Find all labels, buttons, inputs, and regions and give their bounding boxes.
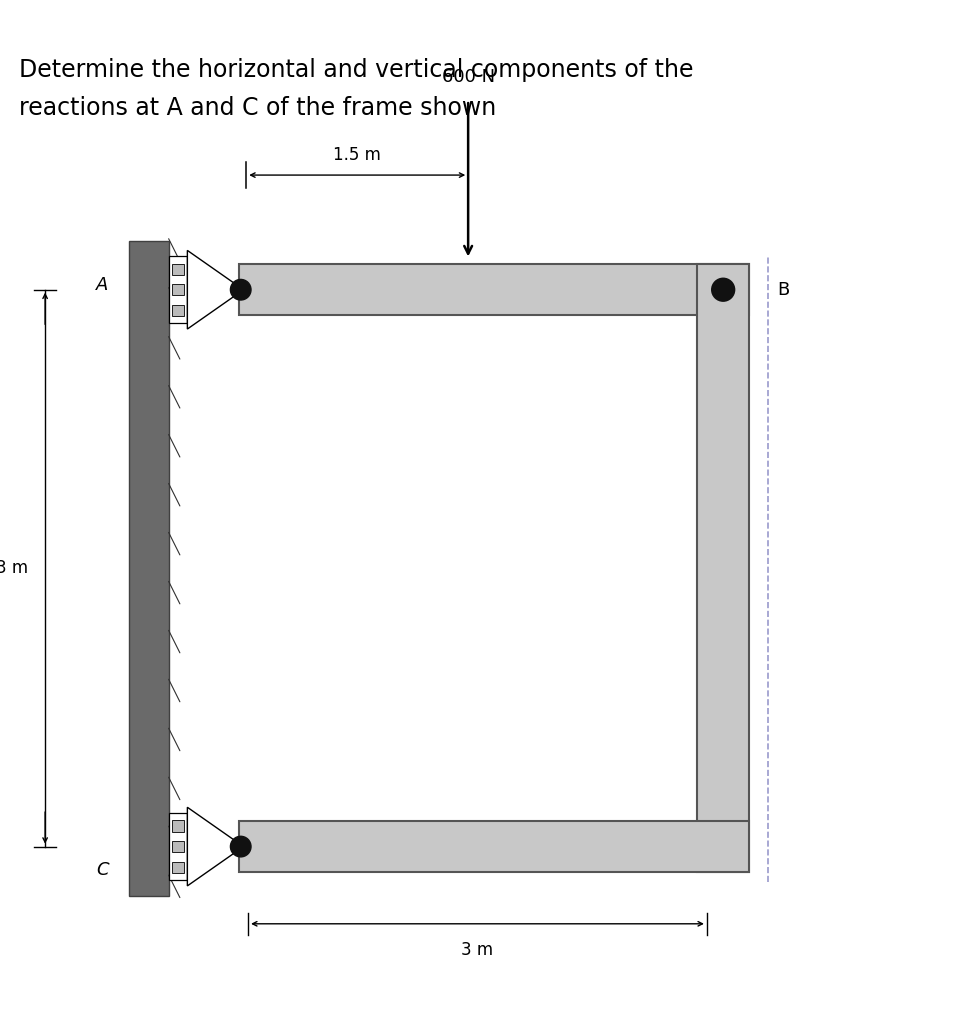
Bar	[173, 284, 183, 295]
Text: Determine the horizontal and vertical components of the: Determine the horizontal and vertical co…	[19, 58, 693, 82]
Bar	[169, 256, 187, 324]
Bar	[239, 264, 749, 315]
Bar	[239, 821, 749, 872]
Circle shape	[230, 837, 251, 857]
Text: 600 N: 600 N	[441, 69, 495, 86]
Bar	[173, 305, 183, 316]
Bar	[129, 241, 169, 896]
Text: A: A	[96, 276, 109, 294]
Text: 3 m: 3 m	[0, 559, 29, 578]
Bar	[173, 263, 183, 274]
Polygon shape	[187, 807, 244, 886]
Text: 1.5 m: 1.5 m	[333, 145, 381, 164]
Circle shape	[711, 278, 735, 302]
Text: B: B	[777, 281, 789, 299]
Text: reactions at A and C of the frame shown: reactions at A and C of the frame shown	[19, 95, 497, 120]
Bar	[697, 264, 749, 872]
Polygon shape	[187, 251, 244, 329]
Text: C: C	[96, 861, 109, 879]
Bar	[173, 861, 183, 872]
Bar	[173, 820, 183, 831]
Circle shape	[230, 280, 251, 300]
Bar	[173, 841, 183, 852]
Text: 3 m: 3 m	[461, 941, 494, 958]
Bar	[169, 813, 187, 881]
